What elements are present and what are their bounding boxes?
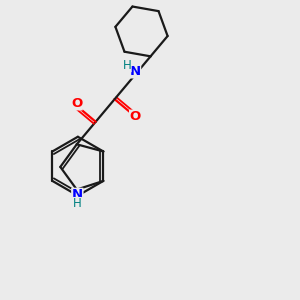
Text: N: N (72, 188, 83, 201)
Text: H: H (73, 197, 82, 210)
Text: O: O (71, 97, 82, 110)
Text: O: O (130, 110, 141, 123)
Text: H: H (123, 59, 131, 72)
Text: N: N (129, 65, 141, 78)
